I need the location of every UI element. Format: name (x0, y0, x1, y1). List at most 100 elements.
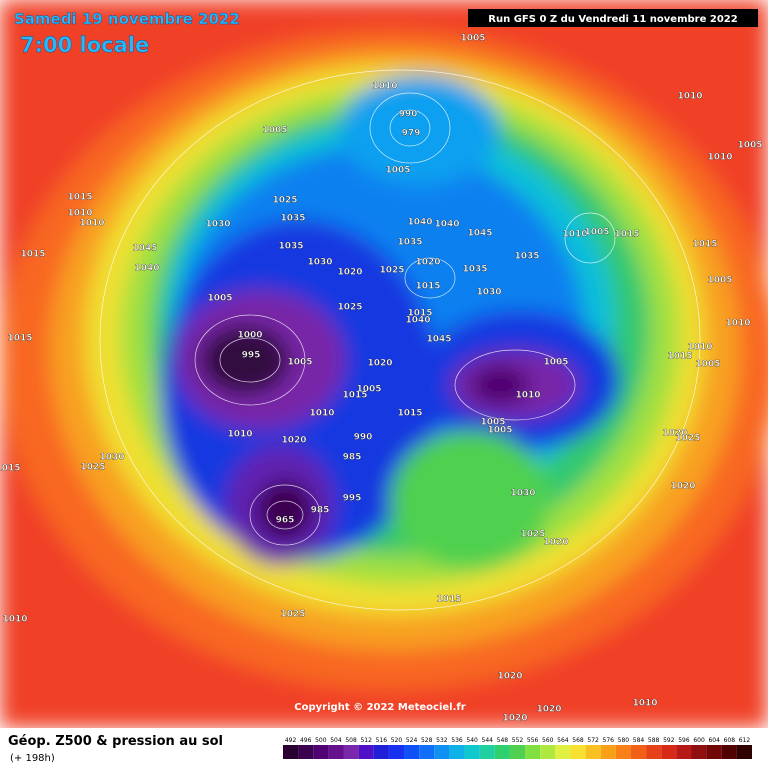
isobar-label: 1005 (287, 358, 312, 368)
isobar-label: 1045 (467, 229, 492, 239)
colorbar-label: 500 (315, 737, 327, 744)
colorbar-label: 508 (345, 737, 357, 744)
isobar-label: 1035 (280, 214, 305, 224)
isobar-label: 1020 (415, 258, 440, 268)
colorbar-cell (494, 745, 510, 759)
isobar-label: 1025 (379, 266, 404, 276)
colorbar-cell (509, 745, 526, 759)
run-box (468, 9, 758, 27)
isobar-label: 1010 (227, 430, 252, 440)
isobar-label: 1025 (272, 196, 297, 206)
colorbar-label: 536 (451, 737, 463, 744)
colorbar-label: 528 (421, 737, 433, 744)
colorbar-label: 492 (285, 737, 297, 744)
isobar-label: 1005 (460, 34, 485, 44)
colorbar-cell (555, 745, 571, 759)
colorbar-label: 588 (648, 737, 660, 744)
colorbar-label: 612 (739, 737, 751, 744)
colorbar-cell (479, 745, 495, 759)
isobar-label: 1010 (79, 219, 104, 229)
colorbar-label: 576 (603, 737, 615, 744)
isobar-label: 1035 (397, 238, 422, 248)
isobar-label: 1040 (434, 220, 459, 230)
colorbar-cell (283, 745, 299, 759)
isobar-label: 1015 (667, 352, 692, 362)
colorbar-label: 544 (482, 737, 494, 744)
colorbar-cell (540, 745, 556, 759)
colorbar-label: 596 (678, 737, 690, 744)
isobar-label: 1015 (7, 334, 32, 344)
isobar-label: 1005 (262, 126, 287, 136)
colorbar-cell (646, 745, 662, 759)
colorbar-label: 516 (376, 737, 388, 744)
isobar-label: 1025 (675, 434, 700, 444)
isobar-label: 1030 (307, 258, 332, 268)
colorbar-label: 604 (708, 737, 720, 744)
isobar-label: 1010 (2, 615, 27, 625)
isobar-label: 1015 (692, 240, 717, 250)
colorbar-cell (630, 745, 647, 759)
colorbar-label: 580 (618, 737, 630, 744)
colorbar-cell (585, 745, 601, 759)
colorbar-cell (661, 745, 677, 759)
colorbar-label: 564 (557, 737, 569, 744)
isobar-label: 1005 (487, 426, 512, 436)
colorbar-cell (419, 745, 435, 759)
colorbar-label: 548 (497, 737, 509, 744)
isobar-label: 1010 (372, 82, 397, 92)
isobar-label: 1040 (405, 316, 430, 326)
colorbar-cell (525, 745, 541, 759)
isobar-label: 1005 (707, 276, 732, 286)
colorbar-cell (736, 745, 752, 759)
footer-title: Géop. Z500 & pression au sol (8, 734, 223, 749)
isobar-label: 1030 (205, 220, 230, 230)
isobar-label: 995 (242, 351, 261, 361)
isobar-label: 965 (276, 516, 295, 526)
isobar-label: 979 (402, 129, 421, 139)
isobar-label: 1010 (687, 343, 712, 353)
colorbar-cell (615, 745, 631, 759)
colorbar-label: 560 (542, 737, 554, 744)
isobar-label: 1015 (0, 464, 21, 474)
isobar-label: 995 (343, 494, 362, 504)
isobar-label: 1005 (356, 385, 381, 395)
isobar-label: 1020 (337, 268, 362, 278)
isobar-label: 1010 (562, 230, 587, 240)
colorbar-cell (358, 745, 374, 759)
colorbar-label: 520 (391, 737, 403, 744)
isobar-label: 1025 (80, 463, 105, 473)
isobar-label: 1010 (67, 209, 92, 219)
colorbar-cell (449, 745, 465, 759)
colorbar-label: 584 (633, 737, 645, 744)
colorbar: 492 496 500 504 508 512 516 520 524 528 532 536 540 5… (283, 737, 752, 759)
isobar-label: 1015 (415, 282, 440, 292)
time: 7:00 locale (20, 33, 149, 57)
isobar-label: 1020 (536, 705, 561, 715)
isobar-label: 1035 (514, 252, 539, 262)
isobar-label: 1005 (584, 228, 609, 238)
isobar-label: 1030 (476, 288, 501, 298)
isobar-labels: 1005101010101005990979100510101005101510… (0, 33, 763, 724)
isobar-label: 1015 (614, 230, 639, 240)
colorbar-label: 568 (572, 737, 584, 744)
isobar-label: 1015 (407, 309, 432, 319)
isobar-label: 1010 (309, 409, 334, 419)
colorbar-cell (706, 745, 722, 759)
isobar-label: 1020 (502, 714, 527, 724)
colorbar-label: 572 (587, 737, 599, 744)
isobar-label: 1010 (632, 699, 657, 709)
colorbar-cell (373, 745, 389, 759)
isobar-label: 1005 (207, 294, 232, 304)
colorbar-cell (570, 745, 586, 759)
colorbar-label: 524 (406, 737, 418, 744)
isobar-label: 1005 (385, 166, 410, 176)
isobar-label: 1010 (707, 153, 732, 163)
colorbar-cell (676, 745, 692, 759)
isobar-label: 1020 (543, 538, 568, 548)
colorbar-cell (721, 745, 737, 759)
colorbar-label: 496 (300, 737, 312, 744)
isobar-label: 1015 (397, 409, 422, 419)
colorbar-cell (313, 745, 329, 759)
